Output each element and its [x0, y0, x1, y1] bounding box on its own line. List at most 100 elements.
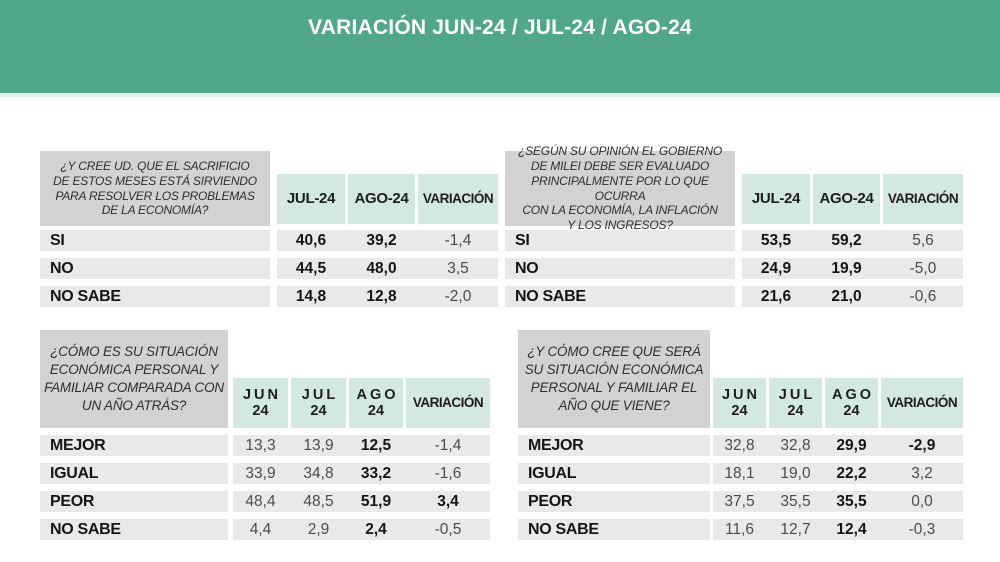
column-header-ago-24: AGO-24 — [348, 174, 415, 224]
row-label-igual: IGUAL — [518, 463, 710, 484]
value-cell-variaci-n: -0,3 — [908, 520, 936, 538]
value-cell-variaci-n: -0,5 — [434, 520, 462, 538]
column-header-label: JUN — [242, 387, 281, 403]
value-cell-ago-24: 12,4 — [836, 520, 867, 538]
row-values: 13,3 13,9 12,5 -1,4 — [233, 435, 490, 456]
value-cell-jul-24: 12,7 — [780, 520, 811, 538]
column-header-label: JUL-24 — [286, 190, 336, 207]
page-title: VARIACIÓN JUN-24 / JUL-24 / AGO-24 — [308, 16, 692, 39]
row-label-no: NO — [505, 258, 735, 279]
row-label-peor: PEOR — [40, 491, 228, 512]
value-cell-ago-24: 35,5 — [836, 492, 867, 510]
column-header-label: JUL — [301, 387, 339, 403]
row-values: 32,8 32,8 29,9 -2,9 — [713, 435, 963, 456]
row-values-grid: 33,9 34,8 33,2 -1,6 — [233, 463, 490, 484]
value-cell-jun-24: 18,1 — [724, 464, 755, 482]
value-cell-jul-24: 53,5 — [760, 231, 792, 249]
value-cell-jun-24: 4,4 — [249, 520, 272, 538]
column-header-label: JUL-24 — [751, 190, 801, 207]
column-header-label: AGO-24 — [819, 190, 874, 207]
value-cell-jun-24: 48,4 — [245, 492, 276, 510]
value-cell-variaci-n: 5,6 — [912, 231, 934, 249]
value-cell-ago-24: 2,4 — [365, 520, 387, 538]
row-values: 37,5 35,5 35,5 0,0 — [713, 491, 963, 512]
row-values-grid: 53,5 59,2 5,6 — [742, 230, 963, 251]
row-values-grid: 14,8 12,8 -2,0 — [277, 286, 498, 307]
row-values-grid: 44,5 48,0 3,5 — [277, 258, 498, 279]
column-header-ago-24: AGO 24 — [825, 378, 878, 428]
question-text: ¿Y CÓMO CREE QUE SERÁ SU SITUACIÓN ECONÓ… — [524, 344, 704, 413]
value-cell-ago-24: 33,2 — [360, 464, 392, 482]
value-cell-variaci-n: -0,6 — [909, 287, 937, 305]
value-cell-ago-24: 12,5 — [360, 436, 392, 454]
value-cell-jun-24: 32,8 — [724, 436, 755, 454]
row-values: 24,9 19,9 -5,0 — [742, 258, 963, 279]
column-header-label: VARIACIÓN — [412, 395, 484, 410]
survey-table-situacion-vs-ano-atras: ¿CÓMO ES SU SITUACIÓN ECONÓMICA PERSONAL… — [40, 330, 490, 540]
value-cell-jul-24: 44,5 — [295, 259, 327, 277]
question-text: ¿SEGÚN SU OPINIÓN EL GOBIERNO DE MILEI D… — [517, 143, 723, 233]
row-values: 44,5 48,0 3,5 — [277, 258, 498, 279]
title-band-underline — [0, 93, 1000, 97]
row-values: 11,6 12,7 12,4 -0,3 — [713, 519, 963, 540]
question-box: ¿CÓMO ES SU SITUACIÓN ECONÓMICA PERSONAL… — [40, 330, 228, 428]
column-header-label: AGO — [356, 387, 399, 403]
row-values-grid: 37,5 35,5 35,5 0,0 — [713, 491, 963, 512]
row-values: 18,1 19,0 22,2 3,2 — [713, 463, 963, 484]
row-label-no-sabe: NO SABE — [505, 286, 735, 307]
column-header-jul-24: JUL 24 — [769, 378, 822, 428]
value-cell-ago-24: 39,2 — [366, 231, 397, 249]
column-header-variaci-n: VARIACIÓN — [418, 174, 498, 224]
value-cell-jun-24: 13,3 — [245, 436, 276, 454]
question-text: ¿Y CREE UD. QUE EL SACRIFICIO DE ESTOS M… — [53, 158, 257, 218]
value-cell-jul-24: 14,8 — [295, 287, 327, 305]
column-header-label: JUN — [721, 387, 760, 403]
row-values: 4,4 2,9 2,4 -0,5 — [233, 519, 490, 540]
column-header-variaci-n: VARIACIÓN — [406, 378, 490, 428]
value-cell-jun-24: 33,9 — [245, 464, 276, 482]
row-values-grid: 24,9 19,9 -5,0 — [742, 258, 963, 279]
value-cell-jul-24: 21,6 — [760, 287, 792, 305]
column-header-jun-24: JUN 24 — [713, 378, 766, 428]
value-cell-variaci-n: -1,4 — [434, 436, 462, 454]
value-cell-ago-24: 29,9 — [836, 436, 867, 454]
row-values: 53,5 59,2 5,6 — [742, 230, 963, 251]
column-header-label: AGO — [831, 387, 875, 403]
row-label-no-sabe: NO SABE — [518, 519, 710, 540]
value-cell-variaci-n: -5,0 — [909, 259, 937, 277]
question-box: ¿Y CÓMO CREE QUE SERÁ SU SITUACIÓN ECONÓ… — [518, 330, 710, 428]
value-cell-jul-24: 24,9 — [760, 259, 792, 277]
value-cell-variaci-n: 3,2 — [911, 464, 933, 482]
title-band — [0, 0, 1000, 93]
row-label-no: NO — [40, 258, 270, 279]
row-values-grid: 4,4 2,9 2,4 -0,5 — [233, 519, 490, 540]
row-values: 33,9 34,8 33,2 -1,6 — [233, 463, 490, 484]
row-values-grid: 32,8 32,8 29,9 -2,9 — [713, 435, 963, 456]
column-header-year: 24 — [843, 403, 860, 419]
question-box: ¿SEGÚN SU OPINIÓN EL GOBIERNO DE MILEI D… — [505, 144, 735, 232]
column-headers: JUN 24 JUL 24 AGO 24 VARIACIÓN — [713, 378, 963, 428]
survey-table-situacion-ano-que-viene: ¿Y CÓMO CREE QUE SERÁ SU SITUACIÓN ECONÓ… — [518, 330, 963, 540]
value-cell-variaci-n: -2,0 — [444, 287, 472, 305]
value-cell-ago-24: 59,2 — [831, 231, 862, 249]
question-text: ¿CÓMO ES SU SITUACIÓN ECONÓMICA PERSONAL… — [44, 344, 224, 413]
value-cell-ago-24: 19,9 — [831, 259, 862, 277]
value-cell-variaci-n: 3,5 — [447, 259, 469, 277]
column-header-year: 24 — [787, 403, 804, 419]
value-cell-jul-24: 48,5 — [303, 492, 334, 510]
column-header-jun-24: JUN 24 — [233, 378, 288, 428]
value-cell-ago-24: 22,2 — [836, 464, 867, 482]
column-header-variaci-n: VARIACIÓN — [881, 378, 963, 428]
value-cell-ago-24: 48,0 — [366, 259, 397, 277]
value-cell-ago-24: 12,8 — [366, 287, 397, 305]
value-cell-jul-24: 35,5 — [780, 492, 811, 510]
column-headers: JUL-24 AGO-24 VARIACIÓN — [742, 174, 963, 224]
survey-table-sacrificio-economia: ¿Y CREE UD. QUE EL SACRIFICIO DE ESTOS M… — [40, 151, 498, 307]
column-header-variaci-n: VARIACIÓN — [883, 174, 963, 224]
column-header-jul-24: JUL-24 — [277, 174, 345, 224]
value-cell-jun-24: 37,5 — [724, 492, 755, 510]
value-cell-jul-24: 19,0 — [780, 464, 811, 482]
value-cell-variaci-n: -1,6 — [434, 464, 462, 482]
row-values-grid: 13,3 13,9 12,5 -1,4 — [233, 435, 490, 456]
